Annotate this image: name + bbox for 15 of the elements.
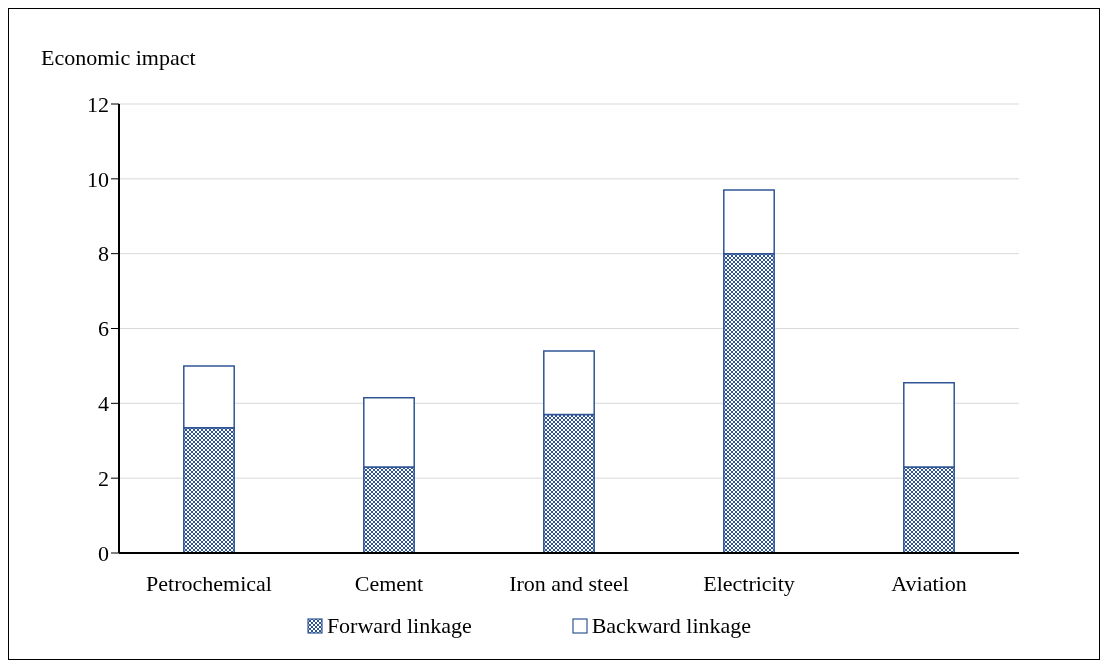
y-tick-label: 2	[98, 465, 109, 491]
y-tick-label: 10	[87, 166, 109, 192]
legend-label: Backward linkage	[591, 613, 752, 639]
x-tick-label: Iron and steel	[509, 570, 629, 596]
x-tick-label: Electricity	[703, 570, 795, 596]
x-tick-label: Cement	[354, 570, 424, 596]
y-axis-title: Economic impact	[41, 45, 196, 71]
x-tick-label: Aviation	[891, 570, 967, 596]
y-tick-label: 12	[87, 91, 109, 117]
y-tick-label: 4	[98, 391, 109, 417]
x-tick-label: Petrochemical	[146, 570, 272, 596]
y-tick-label: 8	[98, 241, 109, 267]
y-tick-label: 6	[98, 316, 109, 342]
legend-label: Forward linkage	[326, 613, 472, 639]
y-tick-label: 0	[98, 540, 109, 566]
